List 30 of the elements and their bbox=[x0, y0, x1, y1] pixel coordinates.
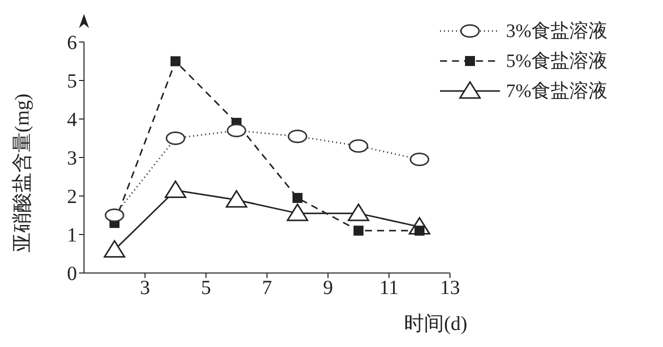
point bbox=[104, 240, 126, 258]
y-tick-label: 5 bbox=[67, 70, 77, 93]
point bbox=[292, 192, 302, 203]
x-tick-label: 3 bbox=[140, 277, 150, 300]
point bbox=[226, 190, 248, 208]
point bbox=[226, 124, 246, 138]
point bbox=[286, 204, 308, 222]
x-axis-title: 时间(d) bbox=[404, 312, 468, 337]
legend-label: 3%食盐溶液 bbox=[506, 20, 608, 44]
x-tick-label: 7 bbox=[262, 277, 272, 300]
legend-label: 5%食盐溶液 bbox=[506, 50, 608, 74]
point bbox=[288, 130, 308, 144]
point bbox=[410, 152, 430, 166]
y-tick-label: 2 bbox=[67, 186, 77, 208]
x-tick-label: 9 bbox=[323, 277, 333, 300]
point bbox=[170, 56, 180, 66]
y-tick-label: 6 bbox=[67, 32, 77, 54]
point bbox=[354, 226, 364, 236]
x-tick-label: 13 bbox=[440, 277, 460, 300]
point bbox=[164, 180, 186, 198]
point bbox=[348, 204, 370, 222]
y-axis-title: 亚硝酸盐含量(mg) bbox=[10, 94, 34, 252]
x-tick-label: 5 bbox=[201, 277, 211, 300]
x-tick-label: 11 bbox=[379, 277, 399, 300]
y-tick-label: 4 bbox=[67, 109, 77, 132]
point bbox=[348, 139, 368, 153]
y-tick-label: 0 bbox=[67, 263, 77, 286]
legend-label: 7%食盐溶液 bbox=[506, 80, 608, 104]
y-tick-label: 1 bbox=[67, 224, 77, 247]
y-tick-label: 3 bbox=[67, 148, 77, 170]
